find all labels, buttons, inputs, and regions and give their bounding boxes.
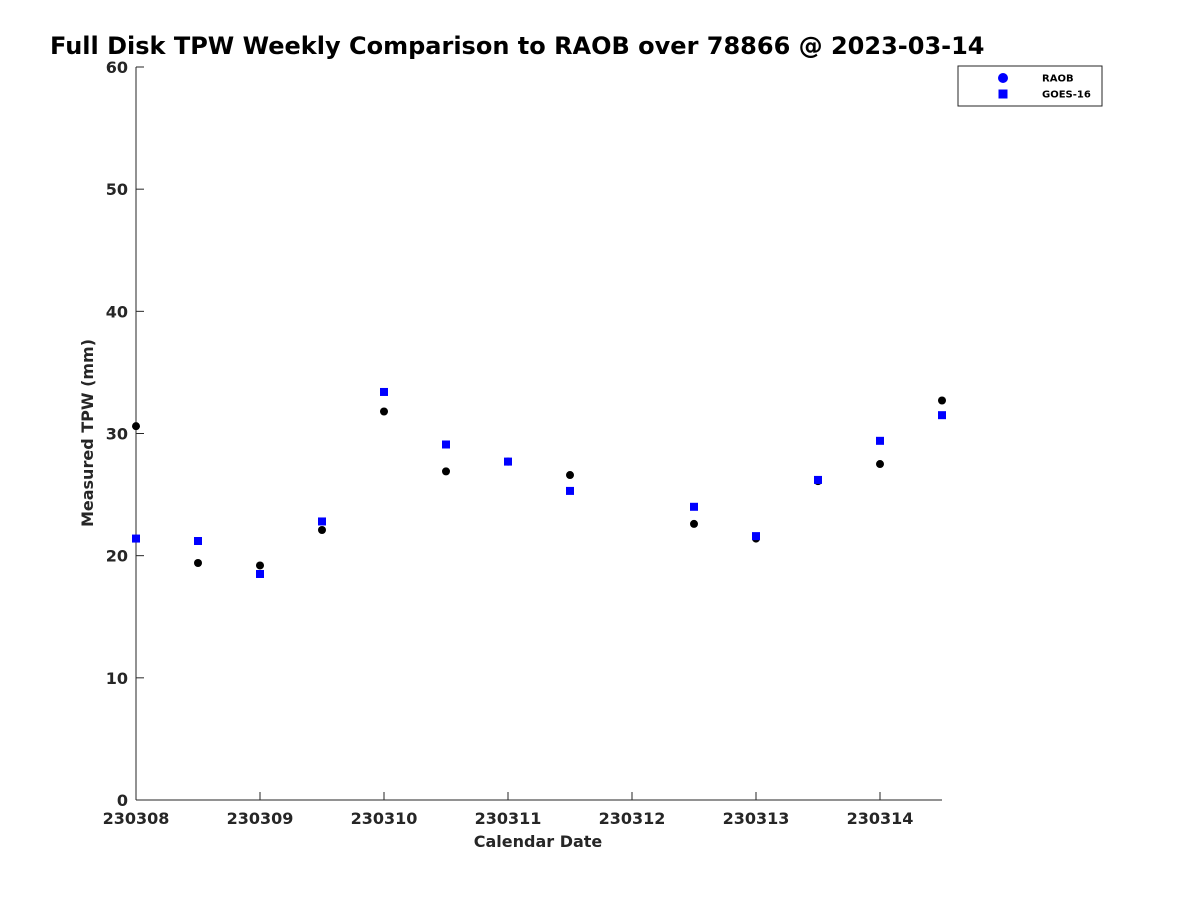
chart-title: Full Disk TPW Weekly Comparison to RAOB … [50,32,985,60]
raob-point [876,460,884,469]
y-axis-label: Measured TPW (mm) [78,339,97,527]
goes16-point [442,440,450,449]
series-raob [132,396,946,570]
x-tick-label: 230312 [599,809,666,828]
x-axis-label: Calendar Date [474,832,603,851]
goes16-point [752,532,760,541]
goes16-point [256,569,264,578]
goes16-point [690,502,698,511]
y-tick-label: 0 [117,791,128,810]
raob-point [442,467,450,476]
goes16-point [132,534,140,543]
raob-point [690,519,698,528]
x-tick-label: 230314 [847,809,914,828]
raob-point [566,471,574,480]
x-ticks: 230308 230309 230310 230311 230312 230313 2303… [103,792,914,828]
y-ticks: 0 10 20 30 40 50 60 [106,58,144,810]
raob-point [132,422,140,431]
y-tick-label: 10 [106,669,128,688]
goes16-point [504,457,512,466]
series-layer [132,387,946,578]
x-tick-label: 230310 [351,809,418,828]
goes16-point [876,436,884,445]
legend-label-goes16: GOES-16 [1042,90,1091,101]
series-goes-16 [132,387,946,578]
legend-box [957,65,1103,107]
y-tick-label: 40 [106,302,128,321]
axes [135,67,942,801]
y-tick-label: 50 [106,180,128,199]
raob-point [380,407,388,416]
goes16-point [938,411,946,420]
x-tick-label: 230308 [103,809,170,828]
raob-point [318,526,326,535]
raob-point [194,558,202,567]
x-tick-label: 230311 [475,809,542,828]
goes16-point [380,387,388,396]
x-tick-label: 230313 [723,809,790,828]
legend: RAOB GOES-16 [957,65,1103,107]
raob-point [938,396,946,405]
goes16-point [566,486,574,495]
legend-label-raob: RAOB [1042,74,1074,85]
y-tick-label: 20 [106,547,128,566]
y-tick-label: 60 [106,58,128,77]
goes16-point [814,475,822,484]
x-tick-label: 230309 [227,809,294,828]
goes16-point [318,517,326,526]
raob-point [256,561,264,570]
legend-marker-raob [998,73,1008,83]
goes16-point [194,537,202,546]
legend-marker-goes16 [998,89,1008,99]
y-tick-label: 30 [106,425,128,444]
